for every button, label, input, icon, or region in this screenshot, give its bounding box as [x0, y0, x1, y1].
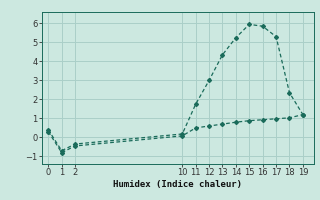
X-axis label: Humidex (Indice chaleur): Humidex (Indice chaleur) — [113, 180, 242, 189]
